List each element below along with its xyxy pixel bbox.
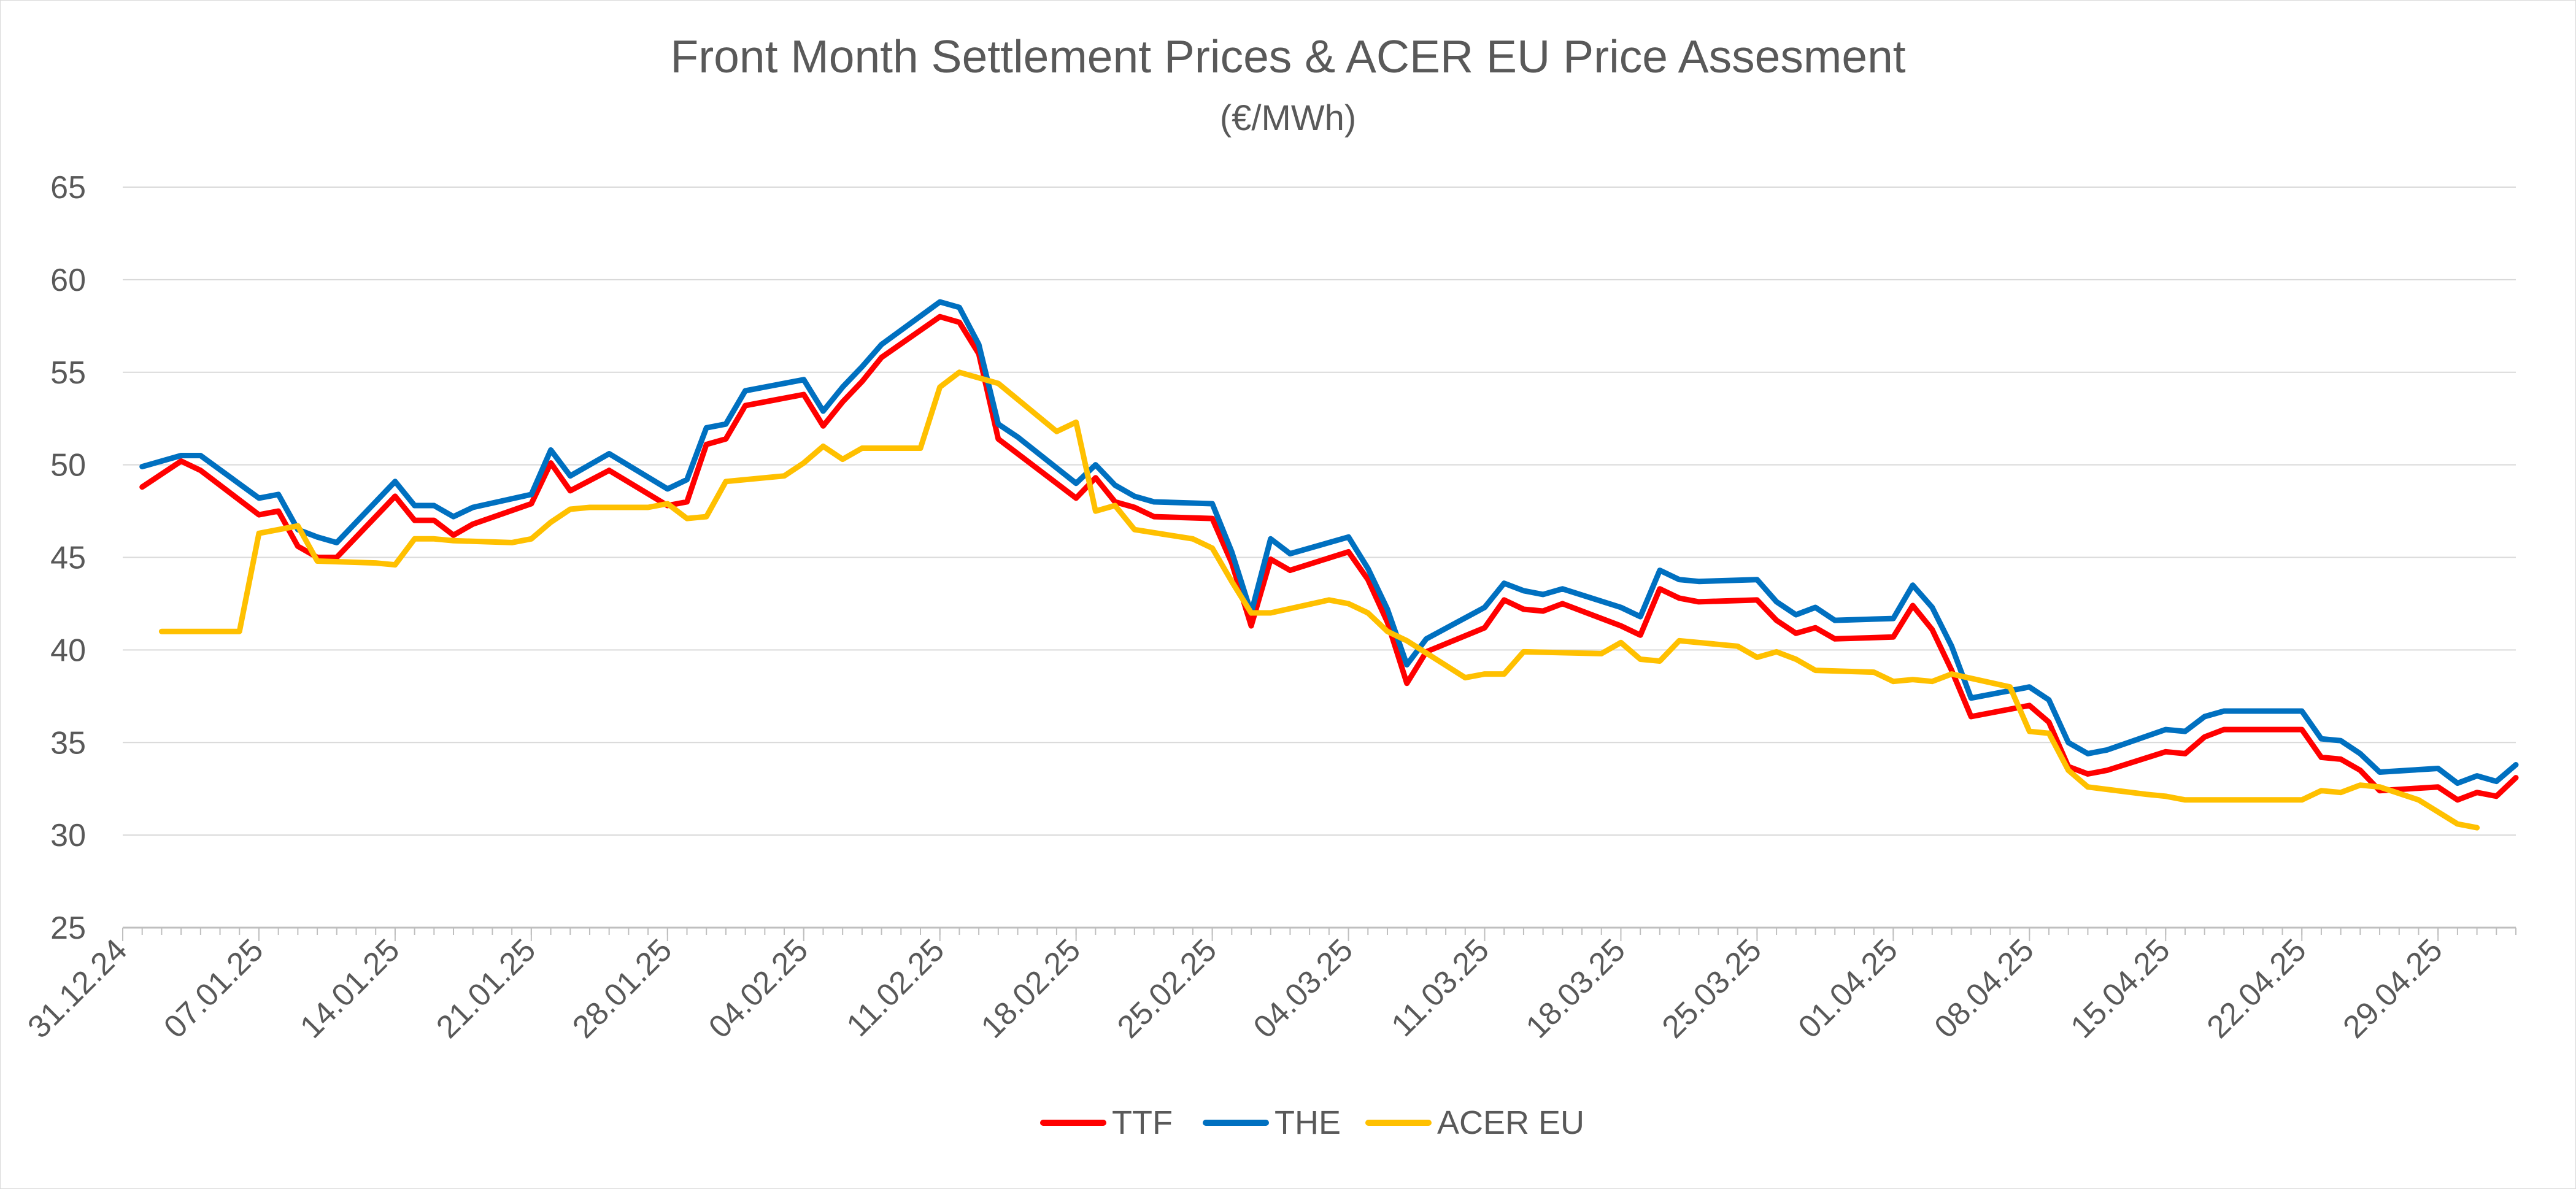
chart-title: Front Month Settlement Prices & ACER EU … (670, 31, 1905, 82)
legend: TTF THE ACER EU (1040, 1104, 1584, 1141)
legend-label: ACER EU (1437, 1104, 1584, 1141)
gridlines (123, 187, 2516, 836)
y-tick-label: 60 (50, 263, 86, 298)
x-tick-label: 07.01.25 (157, 932, 270, 1045)
chart-subtitle: (€/MWh) (1220, 98, 1356, 138)
y-tick-label: 55 (50, 355, 86, 391)
x-tick-label: 21.01.25 (430, 932, 542, 1045)
y-tick-label: 50 (50, 448, 86, 483)
x-tick-label: 29.04.25 (2337, 932, 2450, 1045)
y-tick-label: 35 (50, 725, 86, 761)
series-line-ttf (139, 314, 2519, 803)
x-tick-label: 01.04.25 (1792, 932, 1905, 1045)
x-tick-label: 14.01.25 (293, 932, 406, 1045)
x-tick-label: 25.02.25 (1111, 932, 1224, 1045)
x-tick-label: 25.03.25 (1656, 932, 1768, 1045)
series-line-the (139, 299, 2519, 787)
series-lines (139, 299, 2519, 831)
legend-label: TTF (1112, 1104, 1173, 1141)
x-tick-label: 31.12.24 (21, 932, 134, 1045)
x-tick-label: 11.02.25 (840, 932, 951, 1043)
series-line-acer-eu (158, 369, 2480, 831)
x-tick-label: 11.03.25 (1385, 932, 1496, 1043)
x-tick-label: 04.03.25 (1247, 932, 1360, 1045)
legend-label: THE (1275, 1104, 1341, 1141)
x-axis: 31.12.24 07.01.25 14.01.25 21.01.25 28.01.25… (21, 926, 2516, 1045)
x-tick-label: 22.04.25 (2200, 932, 2313, 1045)
x-tick-label: 18.03.25 (1519, 932, 1632, 1045)
x-tick-label: 08.04.25 (1928, 932, 2041, 1045)
x-tick-label: 28.01.25 (566, 932, 679, 1045)
x-tick-label: 15.04.25 (2064, 932, 2177, 1045)
y-tick-label: 45 (50, 541, 86, 576)
x-tick-label: 18.02.25 (974, 932, 1087, 1045)
y-tick-label: 65 (50, 170, 86, 206)
y-tick-label: 30 (50, 818, 86, 853)
y-axis: 25 30 35 40 45 50 55 60 65 (50, 170, 86, 946)
x-tick-label: 04.02.25 (702, 932, 815, 1045)
y-tick-label: 40 (50, 633, 86, 668)
y-tick-label: 25 (50, 910, 86, 946)
